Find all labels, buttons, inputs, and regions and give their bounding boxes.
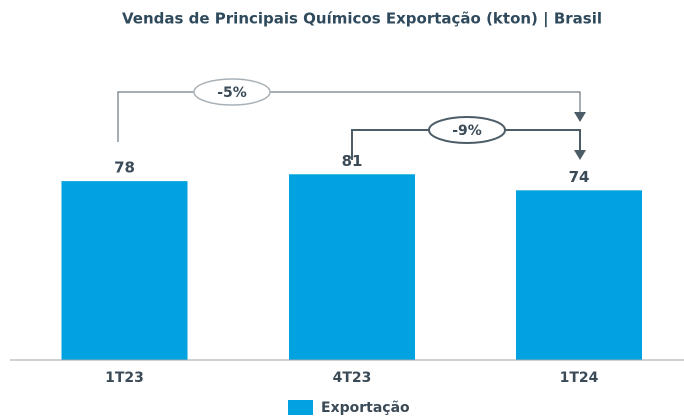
x-tick-label: 1T23 [105, 370, 144, 386]
bar [289, 174, 415, 360]
bracket [117, 91, 581, 142]
arrow-head [574, 150, 586, 160]
arrow-head [574, 112, 586, 122]
legend-swatch [288, 400, 313, 415]
annotation: -9% [452, 123, 482, 139]
x-tick-label: 4T23 [333, 370, 372, 386]
data-label: 78 [114, 159, 135, 177]
data-label: 74 [569, 168, 590, 186]
chart-title: Vendas de Principais Químicos Exportação… [122, 10, 602, 29]
bar [61, 181, 188, 360]
bar [516, 190, 642, 360]
data-label: 81 [342, 152, 363, 170]
x-tick-label: 1T24 [560, 370, 599, 386]
annotation-bubble [193, 78, 271, 106]
annotation: -5% [217, 85, 247, 101]
annotation-bubble [428, 116, 506, 144]
legend-label: Exportação [321, 400, 410, 416]
